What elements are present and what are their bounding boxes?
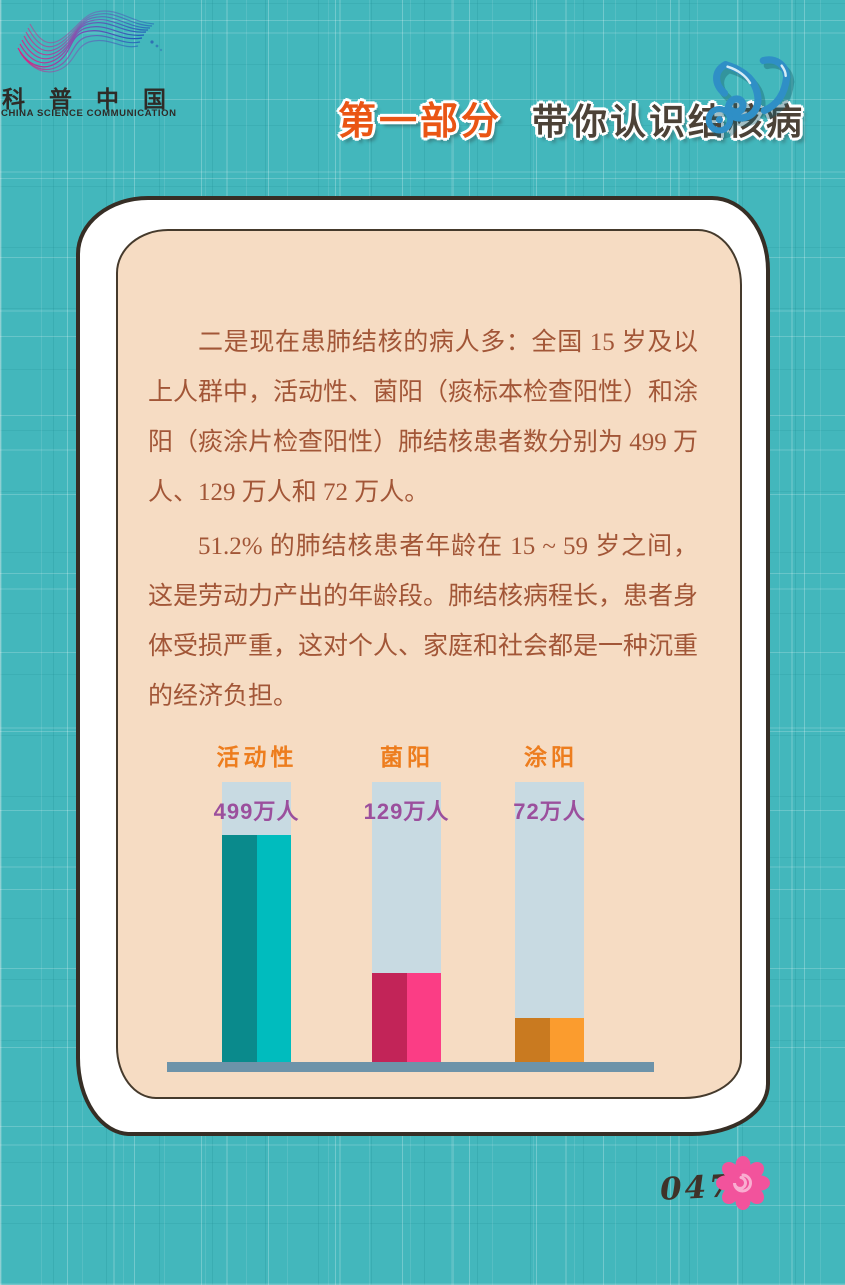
logo-cn-text: 科普中国 [2, 86, 190, 112]
logo: 科普中国 CHINA SCIENCE COMMUNICATION [0, 4, 195, 129]
section-header: 第一部分 带你认识结核病 [338, 90, 805, 145]
article: 二是现在患肺结核的病人多：全国 15 岁及以上人群中，活动性、菌阳（痰标本检查阳… [148, 318, 698, 726]
flower-icon [716, 1156, 770, 1210]
stethoscope-icon [705, 56, 791, 134]
paragraph: 51.2% 的肺结核患者年龄在 15 ~ 59 岁之间，这是劳动力产出的年龄段。… [148, 533, 699, 710]
logo-en-text: CHINA SCIENCE COMMUNICATION [1, 108, 177, 119]
part-label: 第一部分 [338, 101, 503, 143]
logo-wing-icon [17, 10, 163, 73]
paragraph: 二是现在患肺结核的病人多：全国 15 岁及以上人群中，活动性、菌阳（痰标本检查阳… [148, 329, 699, 506]
